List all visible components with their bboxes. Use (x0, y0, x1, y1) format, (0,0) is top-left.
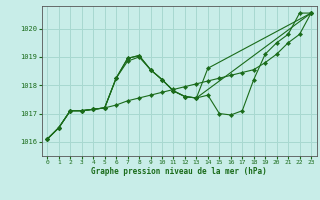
X-axis label: Graphe pression niveau de la mer (hPa): Graphe pression niveau de la mer (hPa) (91, 167, 267, 176)
